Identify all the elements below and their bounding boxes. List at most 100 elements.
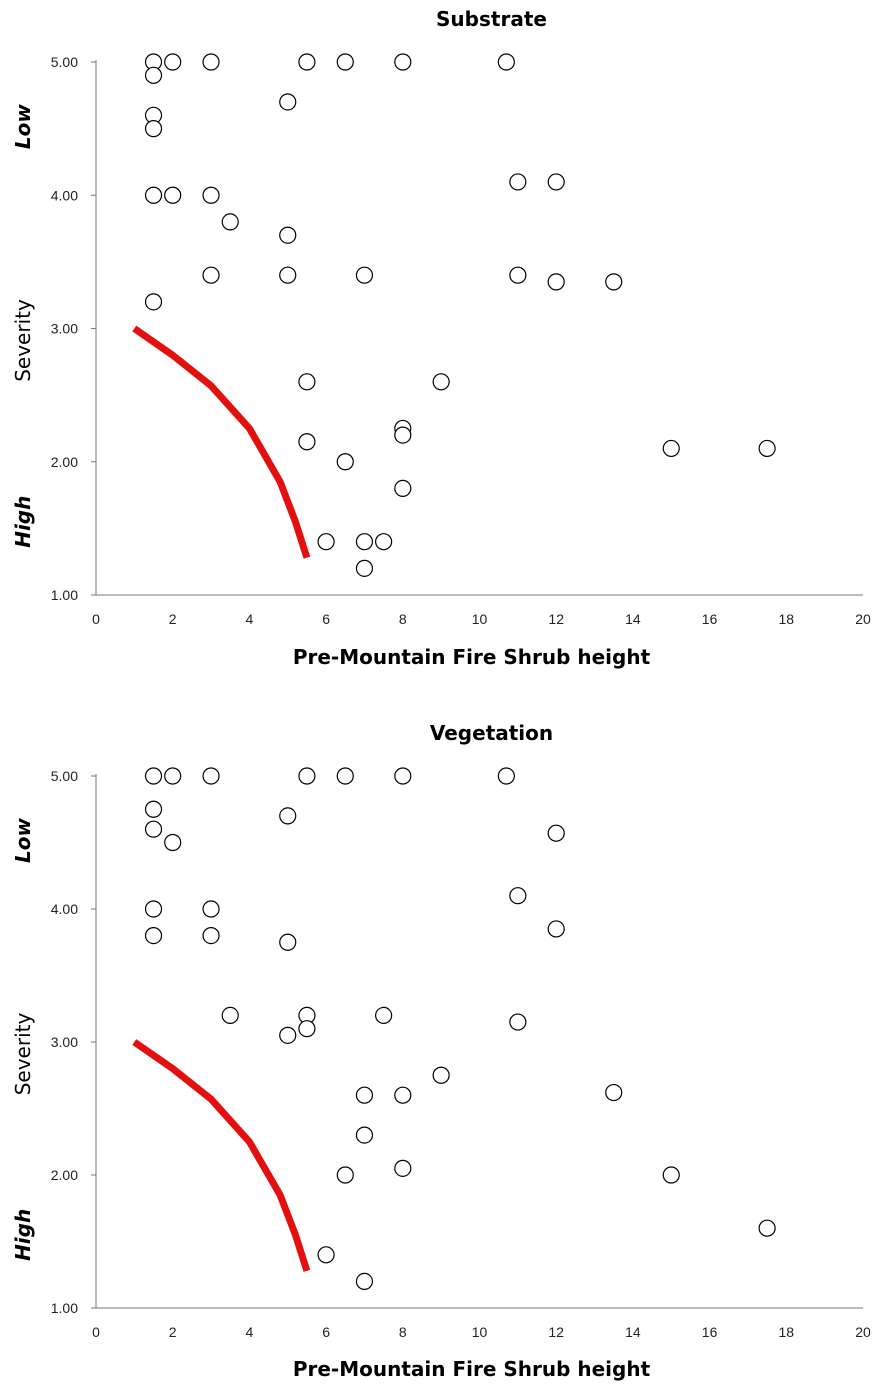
x-tick-label: 8	[399, 1324, 407, 1340]
data-point	[144, 800, 163, 818]
data-point	[547, 824, 565, 842]
threshold-curve	[132, 1039, 311, 1272]
data-point	[375, 533, 393, 551]
data-point	[355, 533, 374, 551]
threshold-curve	[132, 325, 311, 559]
data-point	[144, 926, 163, 945]
data-point	[547, 173, 565, 191]
data-point	[432, 1066, 450, 1084]
chart-vegetation: Vegetation 1.00 2.00 3.00 4.00 5.00 0 2 4 6 8 10 12 1…	[11, 721, 871, 1381]
data-point	[497, 767, 515, 785]
x-tick-label: 20	[855, 1324, 871, 1340]
x-tick-label: 18	[779, 1324, 795, 1340]
data-point	[202, 186, 220, 204]
y-tick-label: 3.00	[51, 1034, 78, 1050]
x-tick-label: 0	[92, 1324, 100, 1340]
data-point	[144, 900, 163, 918]
x-tick-label: 14	[625, 1324, 641, 1340]
data-point	[336, 453, 354, 471]
data-point	[202, 767, 220, 785]
data-point	[202, 266, 220, 284]
x-tick-label: 4	[246, 1324, 254, 1340]
data-point	[164, 186, 182, 204]
data-point	[144, 66, 163, 84]
data-point	[298, 767, 316, 785]
y-tick-label: 2.00	[51, 1167, 78, 1183]
data-point	[298, 433, 316, 451]
data-point	[394, 53, 412, 71]
y-axis-label-low: Low	[11, 104, 35, 149]
x-tick-label: 12	[548, 1324, 564, 1340]
data-point	[509, 266, 527, 284]
data-point	[662, 439, 680, 458]
data-point	[144, 820, 163, 838]
data-point	[758, 1219, 776, 1237]
data-point	[144, 767, 163, 785]
data-point	[394, 426, 412, 444]
data-point	[144, 293, 163, 311]
data-point	[355, 266, 374, 284]
data-point	[221, 213, 239, 231]
data-point	[298, 373, 316, 391]
data-point	[221, 1006, 239, 1025]
data-point	[202, 53, 220, 71]
chart-title: Substrate	[436, 7, 547, 31]
y-tick-label: 5.00	[51, 54, 78, 70]
data-point	[355, 1126, 374, 1144]
x-tick-label: 16	[702, 611, 718, 627]
chart-title: Vegetation	[430, 721, 553, 745]
data-point	[509, 887, 527, 905]
data-point	[662, 1166, 680, 1184]
data-point	[317, 533, 335, 551]
data-point	[497, 53, 515, 71]
x-tick-label: 12	[548, 611, 564, 627]
data-point	[355, 559, 374, 577]
data-point	[298, 1020, 316, 1038]
y-axis-label-low: Low	[11, 818, 35, 863]
data-point	[547, 273, 565, 291]
x-tick-label: 10	[472, 611, 488, 627]
data-point	[279, 933, 297, 951]
x-tick-label: 6	[322, 1324, 330, 1340]
data-point	[336, 1166, 354, 1184]
data-point	[202, 900, 220, 918]
data-point	[394, 1086, 412, 1104]
x-tick-label: 20	[855, 611, 871, 627]
x-axis-label: Pre-Mountain Fire Shrub height	[293, 1357, 651, 1381]
data-point	[336, 53, 354, 71]
data-point	[336, 767, 354, 785]
y-axis-label-high: High	[11, 496, 35, 548]
x-tick-label: 4	[246, 611, 254, 627]
x-tick-label: 14	[625, 611, 641, 627]
data-point	[394, 767, 412, 785]
data-point	[279, 807, 297, 825]
chart-substrate: Substrate 1.00 2.00 3.00 4.00 5.00 0 2 4 6 8 10 12 14…	[11, 7, 871, 669]
data-point	[279, 93, 297, 111]
data-point	[298, 53, 316, 71]
y-tick-label: 5.00	[51, 768, 78, 784]
data-point	[164, 833, 182, 852]
y-tick-label: 2.00	[51, 454, 78, 470]
data-point	[279, 226, 297, 244]
y-axis-label-high: High	[11, 1209, 35, 1261]
data-point	[605, 273, 623, 291]
data-point	[375, 1006, 393, 1025]
data-point	[355, 1086, 374, 1104]
data-point	[164, 767, 182, 785]
y-tick-label: 3.00	[51, 321, 78, 337]
data-point	[144, 120, 163, 138]
y-axis-label: Severity	[11, 1013, 35, 1096]
data-point	[317, 1246, 335, 1264]
x-tick-label: 0	[92, 611, 100, 627]
x-axis-label: Pre-Mountain Fire Shrub height	[293, 645, 651, 669]
data-point	[758, 439, 776, 458]
x-tick-label: 6	[322, 611, 330, 627]
data-point	[394, 1159, 412, 1177]
x-tick-label: 8	[399, 611, 407, 627]
y-tick-label: 1.00	[51, 587, 78, 603]
data-point	[279, 266, 297, 284]
y-tick-label: 1.00	[51, 1300, 78, 1316]
data-point	[432, 373, 450, 391]
data-point	[394, 479, 412, 497]
y-axis-label: Severity	[11, 299, 35, 382]
